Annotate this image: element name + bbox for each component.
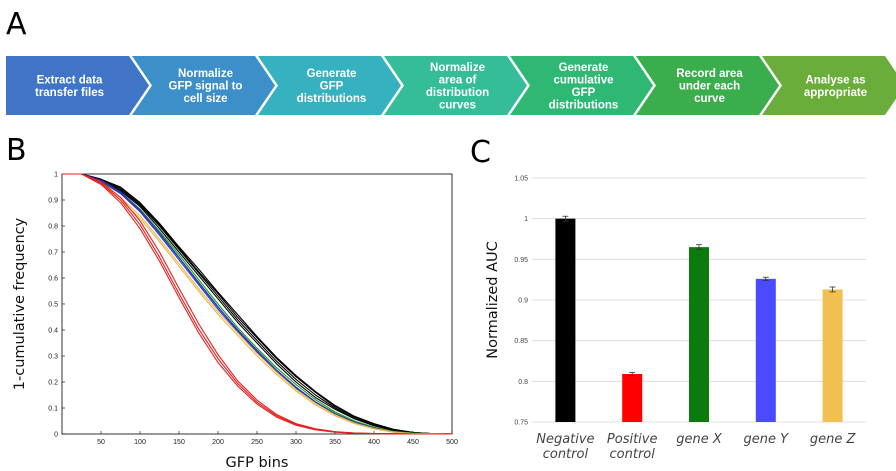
y-tick-label: 1 (524, 216, 528, 223)
category-label: control (543, 447, 589, 462)
series-line-1 (62, 173, 453, 435)
x-tick-label: 50 (97, 439, 105, 446)
workflow-step-label: Generate (307, 68, 357, 80)
bar-1 (555, 218, 576, 422)
workflow-step-7 (762, 56, 896, 115)
series-line-3 (62, 173, 453, 435)
bar-5 (822, 289, 843, 422)
series-line-4 (62, 173, 453, 435)
x-tick-label: 300 (290, 439, 302, 446)
workflow-step-label: Record area (676, 68, 743, 80)
category-label: Negative (536, 432, 594, 447)
y-tick-label: 0.3 (48, 354, 58, 361)
y-tick-label: 0.8 (518, 379, 528, 386)
y-tick-label: 0.8 (48, 224, 58, 231)
y-tick-label: 0.4 (48, 328, 58, 335)
y-tick-label: 0.7 (48, 250, 58, 257)
workflow-step-label: curves (439, 99, 476, 111)
x-tick-label: 250 (251, 439, 263, 446)
workflow-step-label: area of (439, 74, 477, 86)
category-label: gene Z (810, 432, 857, 447)
panel-label-c: C (470, 135, 491, 170)
y-tick-label: 0.95 (514, 257, 528, 264)
workflow-step-5 (510, 56, 653, 115)
y-axis-label: 1-cumulative frequency (12, 217, 28, 390)
y-tick-label: 0.5 (48, 302, 58, 309)
workflow-step-label: Extract data (37, 74, 103, 86)
bar-4 (755, 278, 776, 422)
panel-label-a: A (6, 7, 27, 42)
x-tick-label: 350 (329, 439, 341, 446)
category-label: Positive (607, 432, 658, 447)
y-tick-label: 0.75 (514, 420, 528, 427)
x-tick-label: 500 (446, 439, 458, 446)
workflow-step-3 (258, 56, 401, 115)
category-label: gene Y (744, 432, 790, 447)
workflow-step-label: GFP signal to (169, 81, 243, 93)
workflow-step-2 (132, 56, 275, 115)
workflow-step-label: cumulative (553, 74, 613, 86)
category-label: control (610, 447, 656, 462)
workflow-step-1 (6, 56, 149, 115)
x-tick-label: 100 (134, 439, 146, 446)
series-line-10 (62, 173, 453, 435)
x-tick-label: 200 (212, 439, 224, 446)
x-tick-label: 150 (173, 439, 185, 446)
x-tick-label: 400 (368, 439, 380, 446)
workflow-step-label: transfer files (35, 87, 104, 99)
y-tick-label: 0.9 (518, 298, 528, 305)
series-line-13 (62, 173, 452, 435)
workflow-step-label: GFP (572, 87, 596, 99)
y-tick-label: 0.6 (48, 276, 58, 283)
x-tick-label: 450 (407, 439, 419, 446)
workflow-step-6 (636, 56, 779, 115)
workflow-step-label: Generate (559, 62, 609, 74)
workflow-step-label: Analyse as (805, 74, 865, 86)
y-tick-label: 1 (54, 172, 58, 179)
y-tick-label: 0.2 (48, 380, 58, 387)
y-tick-label: 0.1 (48, 406, 58, 413)
workflow-step-label: distributions (549, 99, 619, 111)
bar-2 (622, 374, 643, 422)
workflow-step-label: distribution (426, 87, 489, 99)
workflow-step-label: under each (679, 81, 740, 93)
workflow-step-label: Normalize (430, 62, 485, 74)
workflow-step-label: curve (694, 93, 725, 105)
y-tick-label: 0 (54, 432, 58, 439)
workflow-step-label: distributions (297, 93, 367, 105)
y-tick-label: 0.85 (514, 338, 528, 345)
workflow-step-label: cell size (183, 93, 227, 105)
category-label: gene X (676, 432, 723, 447)
workflow-step-label: appropriate (804, 87, 867, 99)
y-axis-label: Normalized AUC (485, 241, 501, 359)
y-tick-label: 1.05 (514, 176, 528, 183)
x-axis-label: GFP bins (226, 455, 289, 471)
workflow-step-label: Normalize (178, 68, 233, 80)
bar-3 (689, 247, 709, 422)
y-tick-label: 0.9 (48, 198, 58, 205)
workflow-step-4 (384, 56, 527, 115)
panel-label-b: B (6, 133, 27, 168)
workflow-step-label: GFP (320, 81, 344, 93)
